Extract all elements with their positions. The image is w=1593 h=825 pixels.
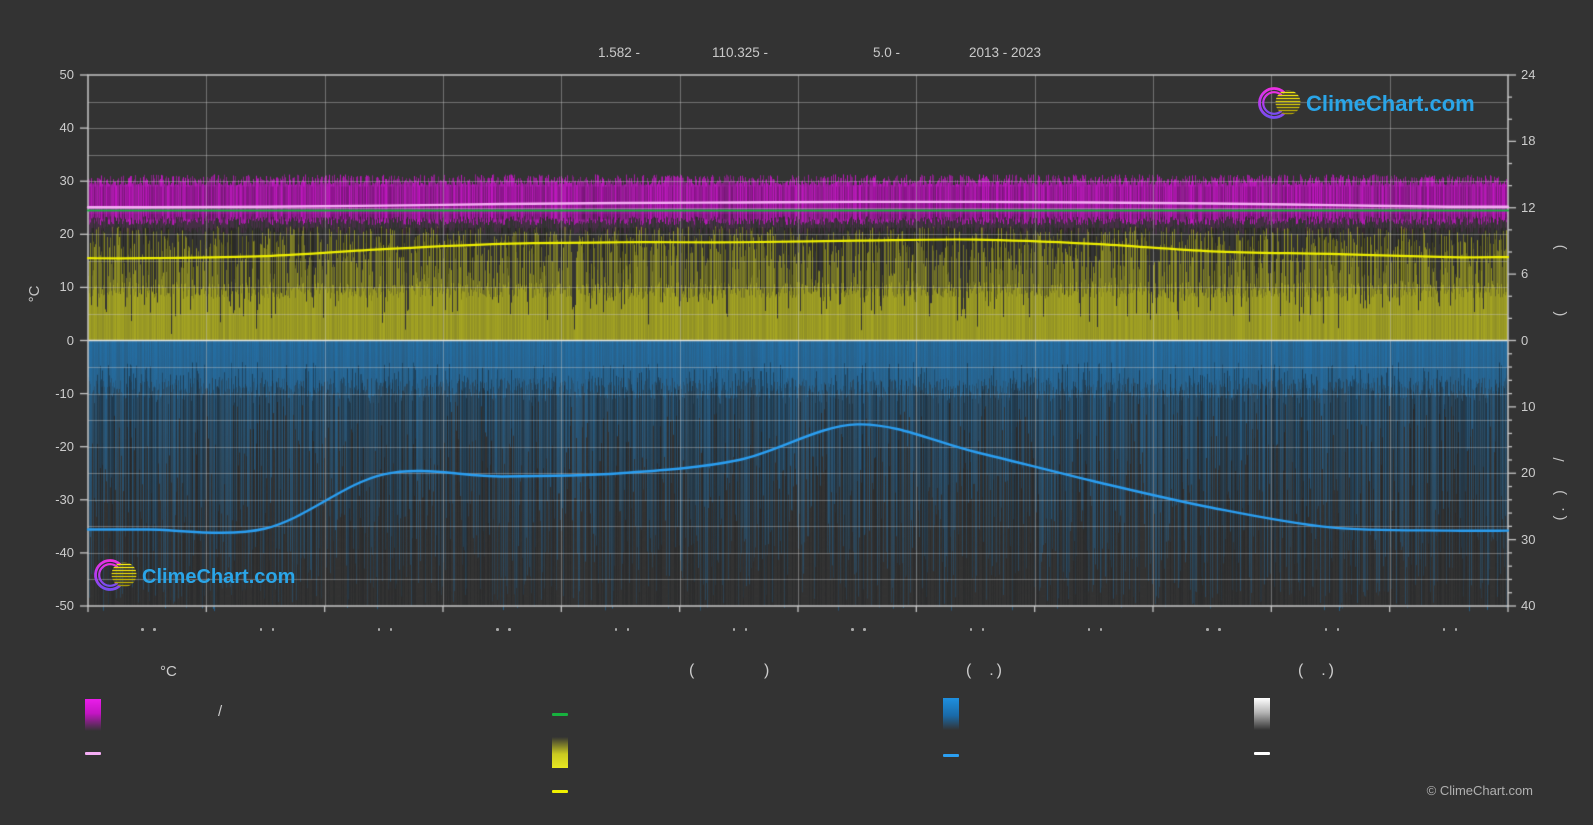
climechart-logo-graphic: ClimeChart.com (1258, 87, 1475, 119)
x-axis-month-label-fragment (1454, 628, 1458, 631)
x-axis-month-label-fragment (1206, 628, 1209, 631)
x-axis-month-label-fragment (496, 628, 499, 631)
left-axis-title: °C (26, 285, 43, 303)
climechart-logo-graphic: ClimeChart.com (94, 559, 295, 591)
legend-temperature-maxmin-separator: / (218, 703, 223, 720)
y-axis-right-upper-label: 12 (1521, 199, 1536, 215)
y-axis-right-upper-label: 18 (1521, 133, 1536, 149)
logo-text: ClimeChart.com (1306, 91, 1475, 116)
right-upper-axis-title: ( ) (1551, 235, 1568, 317)
x-axis-month-label-fragment (1324, 628, 1327, 631)
legend-daylight-line-swatch (552, 713, 568, 716)
x-axis-month-label-fragment (981, 628, 984, 631)
y-axis-left-label: -10 (55, 385, 74, 401)
x-axis-month-label-fragment (1442, 628, 1446, 631)
y-axis-left-label: 30 (59, 173, 74, 189)
x-axis-month-label-fragment (271, 628, 274, 631)
y-axis-right-upper-label: 24 (1521, 67, 1536, 82)
x-axis-month-label-fragment (153, 628, 156, 631)
y-axis-left-label: 50 (59, 67, 74, 82)
x-axis-month-label-fragment (1336, 628, 1339, 631)
x-axis-month-label-fragment (614, 628, 617, 631)
x-axis-month-label-fragment (141, 628, 144, 631)
x-axis-month-label-fragment (389, 628, 393, 631)
y-axis-right-lower-label: 20 (1521, 465, 1536, 481)
x-axis-month-label-fragment (377, 628, 381, 631)
y-axis-right-upper-label: 0 (1521, 332, 1529, 348)
title-longitude: 110.325 - (712, 45, 769, 60)
legend-snow-header: ( .) (1298, 662, 1337, 679)
y-axis-left-label: 10 (59, 279, 74, 295)
y-axis-right-lower-label: 10 (1521, 398, 1536, 414)
legend-temperature-mean-line-swatch (85, 752, 101, 755)
legend-snow-line-swatch (1254, 752, 1270, 755)
logo-sun-icon (111, 562, 137, 587)
legend-precipitation-band-swatch (943, 698, 959, 730)
climate-chart-plot (78, 65, 1518, 616)
x-axis-month-label-fragment (1087, 628, 1091, 631)
y-axis-left-label: -20 (55, 438, 74, 454)
legend-sunshine-line-swatch (552, 790, 568, 793)
logo-sun-icon (1275, 90, 1301, 115)
x-axis-month-label-fragment (863, 628, 866, 631)
title-period: 2013 - 2023 (969, 45, 1042, 60)
y-axis-left-label: 40 (59, 120, 74, 136)
legend-precipitation-line-swatch (943, 754, 959, 757)
x-axis-month-label-fragment (732, 628, 736, 631)
legend-sunshine-band-swatch (552, 737, 568, 768)
right-lower-axis-title: (. ) / (1551, 453, 1568, 521)
y-axis-left-label: 0 (66, 332, 74, 348)
x-axis-month-label-fragment (626, 628, 629, 631)
climechart-logo-bottom-left: ClimeChart.com (92, 555, 342, 602)
y-axis-left-label: -50 (55, 598, 74, 613)
legend-sunshine-header-open: ( (689, 662, 695, 679)
logo-text: ClimeChart.com (142, 566, 295, 588)
y-axis-right-lower-label: 40 (1521, 598, 1536, 613)
title-elevation: 5.0 - (873, 45, 901, 60)
climechart-logo-top-right: ClimeChart.com (1256, 83, 1506, 130)
x-axis-month-label-fragment (1099, 628, 1103, 631)
x-axis-month-label-fragment (1218, 628, 1221, 631)
y-axis-right-lower-label: 30 (1521, 531, 1536, 547)
legend-snow-band-swatch (1254, 698, 1270, 730)
x-axis-month-label-fragment (851, 628, 854, 631)
x-axis-month-label-fragment (969, 628, 972, 631)
y-axis-right-upper-label: 6 (1521, 266, 1529, 282)
y-axis-left-label: 20 (59, 226, 74, 242)
copyright-text: © ClimeChart.com (1426, 783, 1533, 798)
legend-temperature-band-swatch (85, 699, 101, 731)
y-axis-left-label: -30 (55, 491, 74, 507)
x-axis-month-label-fragment (508, 628, 511, 631)
y-axis-left-label: -40 (55, 544, 74, 560)
x-axis-month-label-fragment (259, 628, 262, 631)
legend-temperature-header: °C (160, 663, 177, 680)
x-axis-month-label-fragment (744, 628, 748, 631)
title-latitude: 1.582 - (598, 45, 641, 60)
legend-sunshine-header-close: ) (764, 662, 770, 679)
legend-precipitation-header: ( .) (966, 662, 1005, 679)
